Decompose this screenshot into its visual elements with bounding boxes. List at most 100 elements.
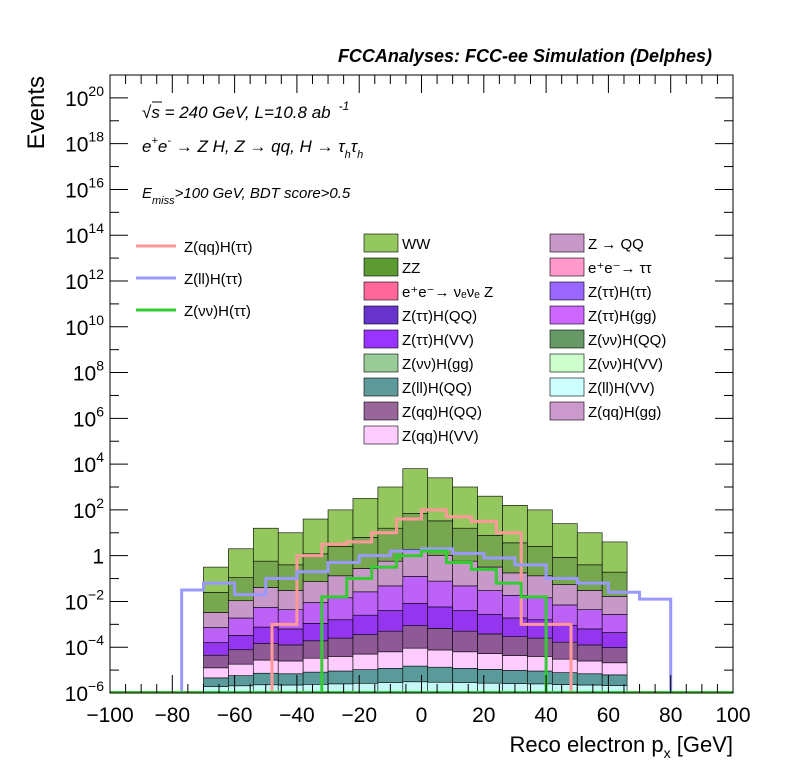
stack-bar <box>427 580 453 608</box>
stack-bar <box>402 602 429 627</box>
stack-bar <box>228 649 254 665</box>
stack-bar <box>452 486 478 529</box>
legend-label: ZZ <box>402 260 420 277</box>
stack-bar <box>302 602 329 624</box>
stack-bar <box>576 564 603 591</box>
stack-bar <box>377 560 404 587</box>
stack-bar <box>601 662 628 676</box>
y-tick-label: 1 <box>92 546 104 569</box>
stack-bar <box>502 670 528 684</box>
stack-bar <box>601 674 628 686</box>
stack-bar <box>203 677 229 688</box>
stack-bar <box>527 546 553 577</box>
y-axis-label: Events <box>23 76 50 149</box>
legend-swatch <box>549 353 585 373</box>
process-annotation: e+e- → Z H, Z → qq, H → τhτh <box>142 135 363 161</box>
stack-bar <box>302 518 329 555</box>
axis-ticks <box>109 74 734 694</box>
stack-bar <box>277 644 304 662</box>
y-tick-label: 104 <box>73 449 104 477</box>
stack-bar <box>527 619 553 639</box>
y-tick-label: 10−6 <box>65 678 105 706</box>
stack-bar <box>477 535 503 568</box>
stack-bar <box>377 585 404 611</box>
stack-bar <box>252 626 279 644</box>
stack-bar <box>527 656 553 672</box>
legend-swatch <box>363 281 399 301</box>
stack-bar <box>352 669 379 684</box>
legend-label: Z(qq)H(VV) <box>402 428 479 445</box>
stack-bar <box>203 591 229 613</box>
legend-swatch <box>363 401 399 421</box>
stack-bar <box>203 667 229 679</box>
legend-swatch <box>363 377 399 397</box>
stack-bar <box>377 667 404 684</box>
stack-bar <box>576 673 603 686</box>
stack-bar <box>576 644 603 662</box>
legend-swatch <box>363 257 399 277</box>
y-tick-label: 102 <box>73 495 104 523</box>
stack-bar <box>427 628 453 651</box>
stack-bar <box>601 632 628 648</box>
stack-bar <box>402 468 429 514</box>
legend-label: Z → QQ <box>588 236 644 253</box>
legend-line-label: Z(νν)H(ττ) <box>184 303 251 320</box>
stack-bar <box>252 672 279 686</box>
stack-bar <box>552 584 578 606</box>
stack-bar <box>452 651 478 669</box>
stack-bar <box>552 658 578 673</box>
stack-bar <box>402 647 429 667</box>
stack-bar <box>452 585 478 611</box>
stack-bar <box>377 651 404 669</box>
stack-bar <box>452 610 478 632</box>
y-tick-label: 1014 <box>65 220 104 248</box>
stack-bar <box>228 600 254 619</box>
stack-bar <box>402 625 429 649</box>
stack-bar <box>352 634 379 655</box>
stack-bar <box>302 553 329 582</box>
stack-bar <box>552 557 578 585</box>
legend-swatch <box>549 257 585 277</box>
stack-bar <box>327 619 354 639</box>
legend-line-label: Z(qq)H(ττ) <box>184 239 253 256</box>
legend-swatch <box>549 233 585 253</box>
stack-bar <box>352 591 379 616</box>
legend-label: Z(νν)H(VV) <box>588 356 663 373</box>
stack-bar <box>203 627 229 643</box>
signal-line <box>320 549 548 693</box>
stack-bar <box>352 653 379 670</box>
stack-bar <box>302 623 329 642</box>
stack-bar <box>427 555 453 582</box>
y-tick-label: 106 <box>73 403 104 431</box>
legend-label: WW <box>402 236 431 253</box>
y-tick-label: 1018 <box>65 129 104 157</box>
x-tick-label: −40 <box>279 704 315 727</box>
stack-bar <box>452 560 478 587</box>
stack-bar <box>477 495 503 536</box>
stack-bar <box>601 614 628 633</box>
legend-line-label: Z(ll)H(ττ) <box>184 271 243 288</box>
stack-bar <box>552 672 578 685</box>
stack-bar <box>527 509 553 547</box>
stack-bar <box>477 613 503 635</box>
stack-bar <box>228 635 254 651</box>
y-tick-label: 1012 <box>65 266 104 294</box>
x-tick-label: 20 <box>472 704 495 727</box>
stack-bar <box>302 657 329 673</box>
stack-bar <box>427 666 453 683</box>
stack-bar <box>477 633 503 654</box>
stack-bar <box>203 566 229 593</box>
stack-bar <box>327 670 354 685</box>
stack-bar <box>502 617 528 637</box>
stack-bar <box>576 590 603 610</box>
stack-bar <box>576 628 603 646</box>
y-tick-label: 1016 <box>65 174 104 202</box>
x-axis-label: Reco electron px [GeV] <box>510 732 733 761</box>
stack-bar <box>277 628 304 646</box>
y-tick-labels: 10−6 10−4 10−2 1 102 104 106 108 1010 1012 1014 101… <box>65 83 105 706</box>
stack-bar <box>601 541 628 573</box>
stack-bar <box>352 498 379 538</box>
stack-bar <box>327 597 354 621</box>
stack-bar <box>552 641 578 660</box>
